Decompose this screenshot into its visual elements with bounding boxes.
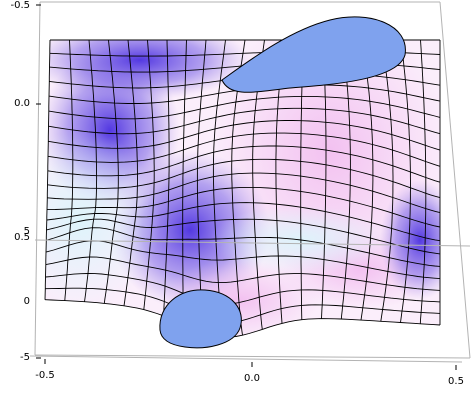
- box-edge-bottom: [34, 354, 471, 359]
- x-tick-label-0: -0.5: [35, 370, 55, 381]
- mesh-line-u-18: [400, 39, 411, 323]
- mesh-line-v-15: [46, 227, 441, 267]
- y-tick-label-0: -0.5: [10, 0, 30, 11]
- mesh-line-v-12: [46, 186, 441, 228]
- surface-shade-3: [45, 40, 250, 100]
- z-tick-label-neg5: -5: [20, 352, 30, 363]
- clipped-region-lower-center: [159, 289, 242, 349]
- mesh-line-v-16: [45, 240, 441, 280]
- mesh-line-u-19: [419, 39, 427, 324]
- box-edge-middle: [34, 239, 471, 247]
- axis-ticks: -0.50.050.50-5-0.5 0.0 0.5: [10, 0, 463, 387]
- clipped-regions: [159, 16, 406, 349]
- z-tick-label-5-top: 5: [24, 226, 30, 237]
- box-edge-left: [34, 1, 41, 356]
- mesh-line-v-18: [45, 273, 441, 305]
- x-tick-label-2: 0.5: [448, 376, 464, 387]
- clipped-region-upper-right: [221, 16, 406, 93]
- z-tick-label-0: 0: [24, 296, 30, 307]
- mesh-line-v-14: [46, 218, 441, 255]
- x-tick-label-1: 0.0: [244, 373, 260, 384]
- mesh-line-u-16: [360, 39, 374, 321]
- plot-box-front: [29, 239, 471, 363]
- mesh-line-u-17: [380, 39, 394, 322]
- surface-shade-5: [45, 130, 160, 310]
- box-edge-right: [439, 1, 471, 359]
- mesh-line-v-10: [47, 158, 441, 199]
- box-edge-base: [29, 355, 463, 363]
- mesh-line-v-20: [44, 299, 441, 338]
- y-tick-label-1: 0.0: [14, 98, 30, 109]
- plot-box-back: [34, 1, 471, 359]
- mesh-line-v-17: [45, 256, 441, 291]
- surface-shade-8: [380, 180, 440, 300]
- y-tick-label-2: 0.5: [14, 232, 30, 243]
- mesh-line-v-13: [46, 202, 441, 242]
- mesh-line-v-11: [47, 172, 441, 214]
